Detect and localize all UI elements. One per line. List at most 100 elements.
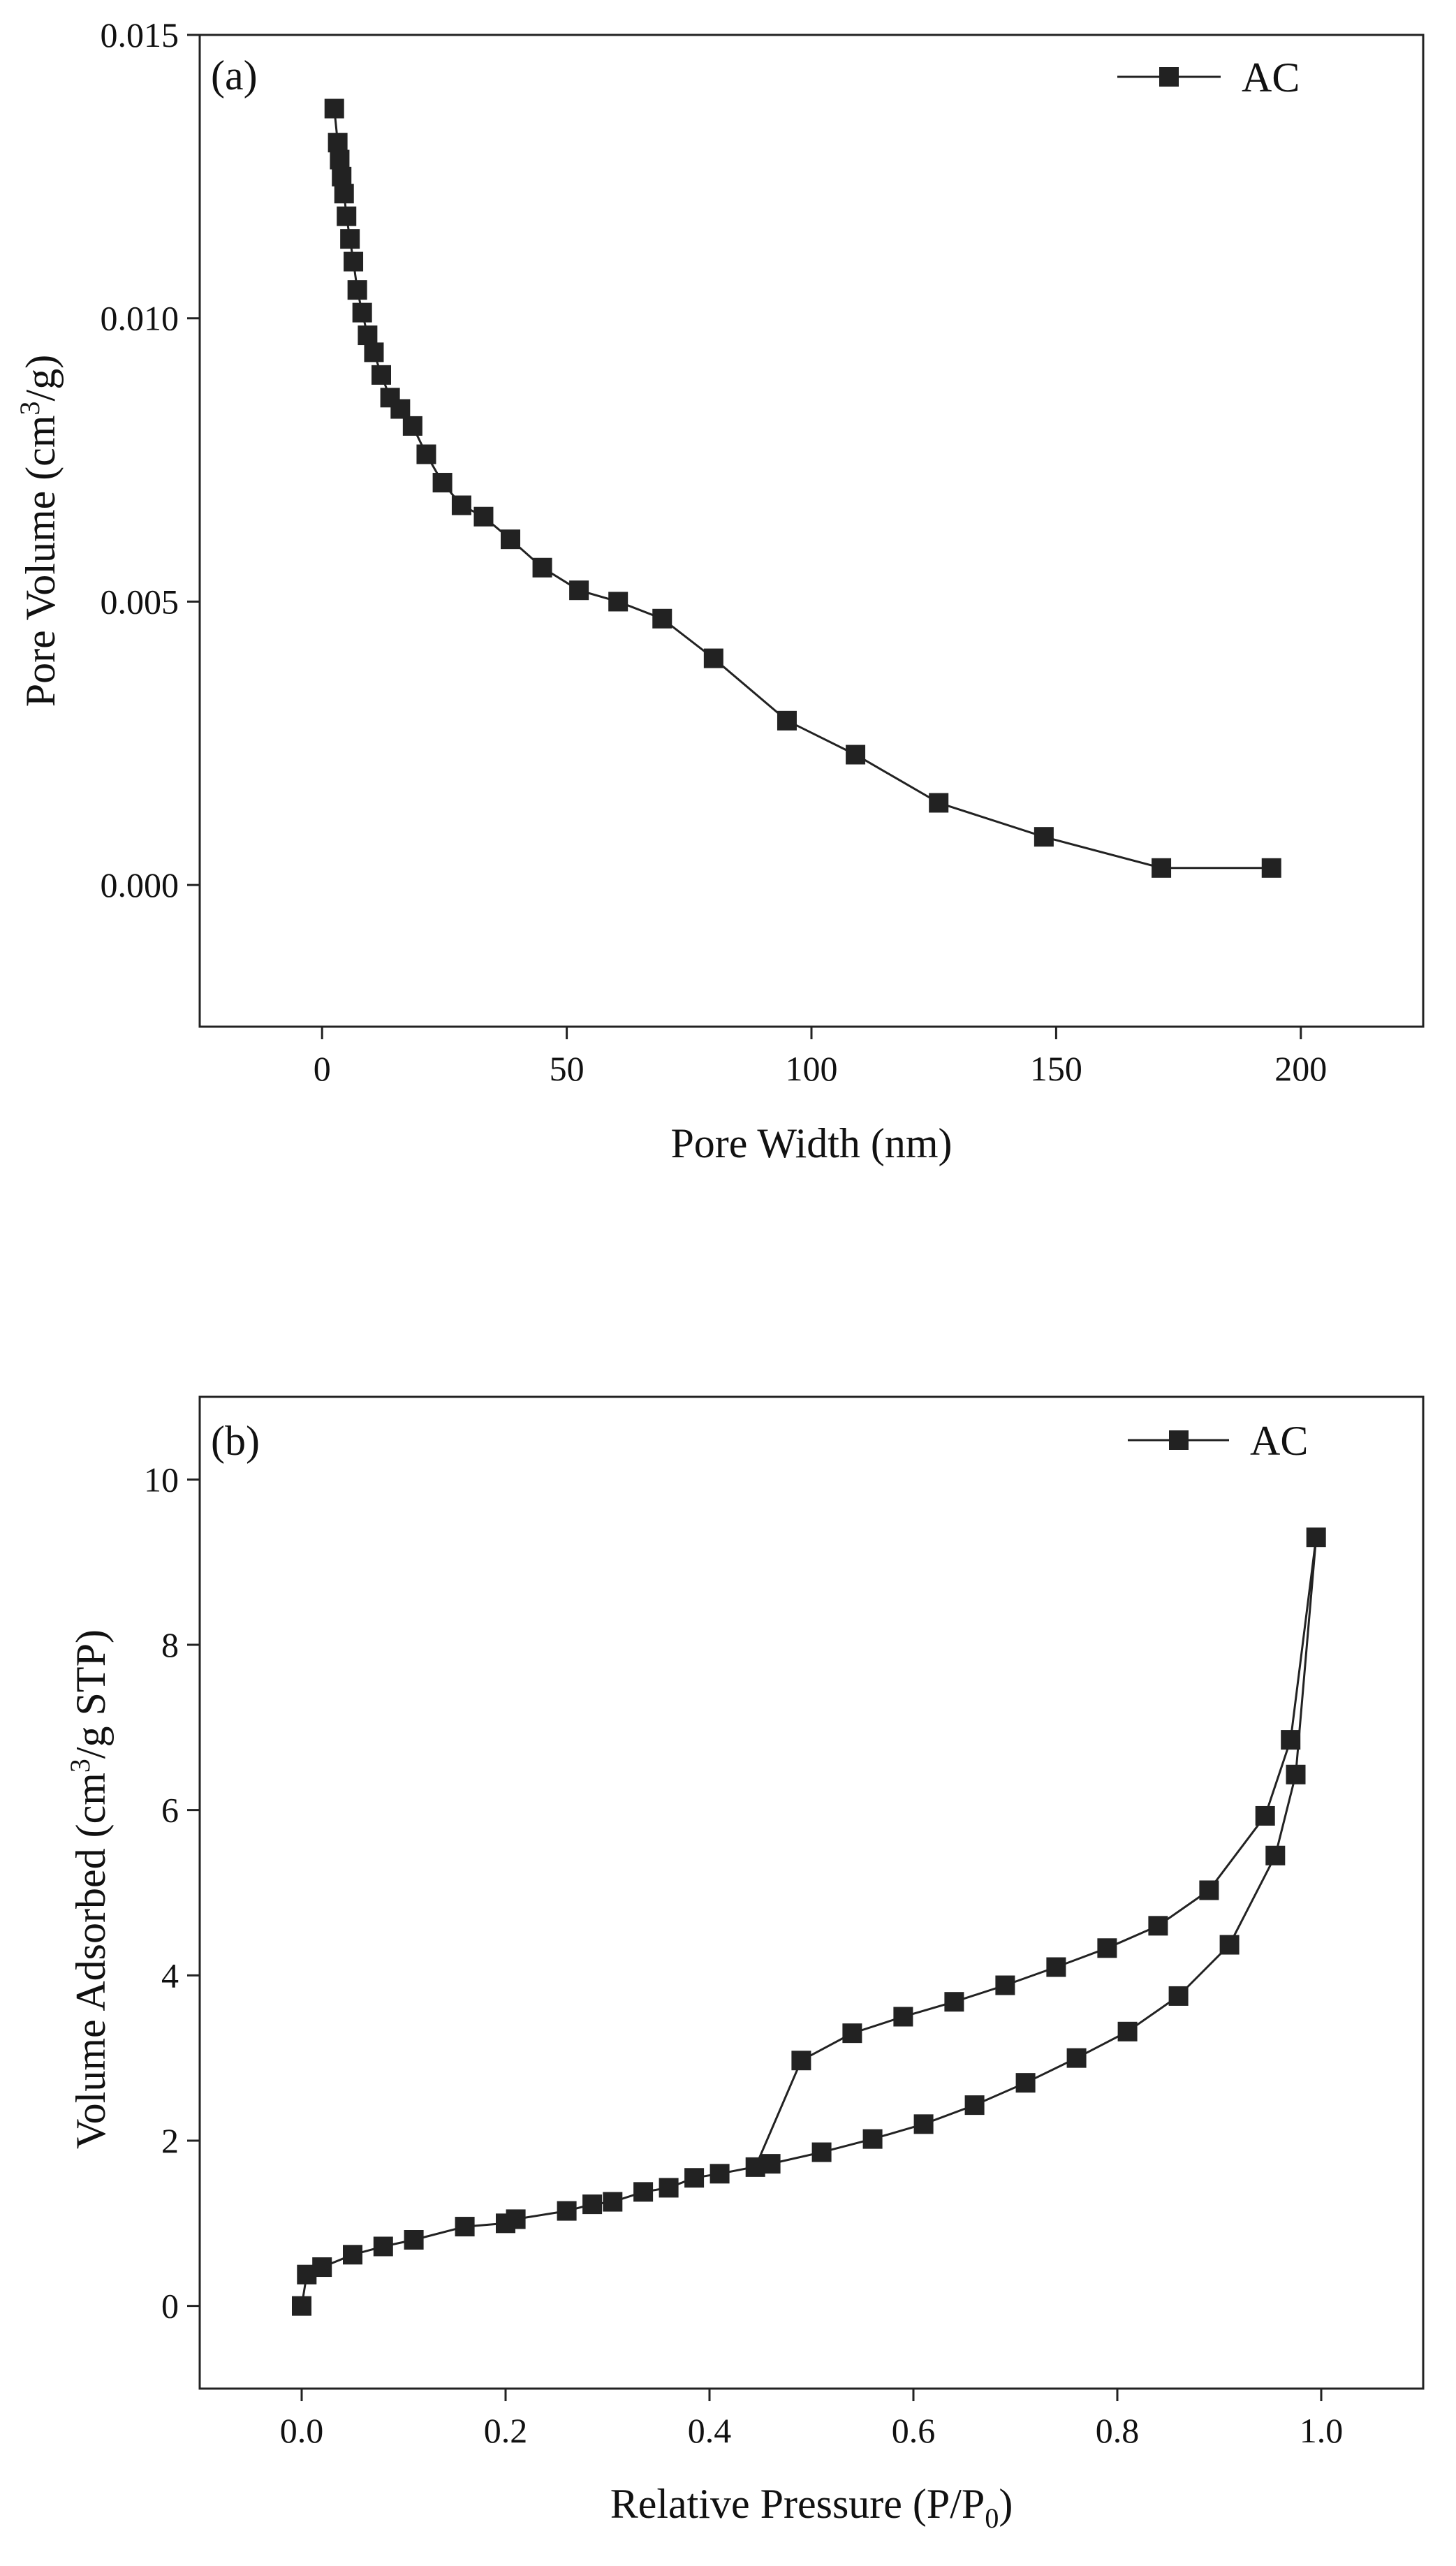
data-point [473, 506, 494, 527]
data-point [1168, 1986, 1189, 2006]
data-point [608, 592, 628, 612]
x-tick-label: 0 [314, 1049, 331, 1088]
data-point [777, 710, 797, 731]
data-point [1148, 1916, 1168, 1936]
data-point [506, 2209, 526, 2229]
x-tick-label: 0.2 [484, 2411, 528, 2450]
data-point [343, 2245, 362, 2265]
data-point [791, 2051, 811, 2071]
data-point [324, 98, 344, 119]
data-point [404, 2230, 424, 2250]
data-point [652, 608, 672, 629]
data-point [582, 2194, 603, 2215]
data-point [330, 149, 350, 170]
data-point [371, 365, 391, 385]
y-axis-title-superscript: 3 [14, 401, 45, 415]
data-point [569, 580, 589, 601]
data-point [501, 529, 521, 550]
y-axis-title-superscript: 3 [64, 1759, 96, 1773]
x-tick-label: 200 [1274, 1049, 1327, 1088]
x-axis-title-part: Relative Pressure (P/P [610, 2481, 985, 2527]
y-tick-label: 0.015 [101, 15, 179, 54]
y-axis-title-part: Pore Volume (cm [17, 415, 64, 707]
data-point [842, 2023, 862, 2044]
x-axis-ticks: 0.0 0.2 0.4 0.6 0.8 1.0 [280, 2389, 1344, 2450]
x-axis-ticks: 0 50 100 150 200 [314, 1027, 1327, 1088]
y-tick-label: 0.000 [101, 865, 179, 904]
data-point [709, 2164, 730, 2184]
data-point [532, 557, 552, 578]
data-point [913, 2114, 934, 2134]
data-point [557, 2201, 577, 2221]
data-point [352, 302, 372, 323]
data-point [1152, 858, 1172, 878]
data-point [432, 473, 453, 493]
plot-frame [198, 1395, 1425, 2390]
data-point [340, 229, 360, 249]
y-tick-label: 2 [161, 2121, 179, 2160]
data-point [603, 2192, 623, 2212]
data-point [1199, 1880, 1219, 1900]
y-axis-title-part: Volume Adsorbed (cm [68, 1773, 114, 2149]
y-tick-label: 6 [161, 1791, 179, 1830]
data-point [344, 251, 364, 272]
y-tick-label: 8 [161, 1625, 179, 1664]
data-point [1255, 1805, 1275, 1826]
data-point [1219, 1935, 1240, 1955]
data-point [964, 2095, 985, 2116]
data-point [373, 2236, 393, 2257]
x-tick-label: 150 [1030, 1049, 1082, 1088]
data-point [1261, 858, 1281, 878]
data-point [455, 2217, 475, 2237]
panel-a-pore-volume-chart: (a) 0 50 100 150 200 0.000 0.005 0.010 0.015 AC… [14, 15, 1425, 1166]
y-tick-label: 0.010 [101, 299, 179, 338]
data-point [416, 444, 436, 464]
legend-label-ac: AC [1242, 54, 1300, 101]
y-axis-title-part: /g) [17, 355, 64, 402]
data-point [332, 166, 352, 186]
legend-label-ac: AC [1250, 1418, 1308, 1464]
panel-label: (a) [211, 52, 258, 98]
x-axis-title: Pore Width (nm) [670, 1120, 952, 1166]
y-axis-title-part: /g STP) [68, 1629, 114, 1759]
y-tick-label: 10 [144, 1460, 179, 1499]
y-tick-label: 4 [161, 1956, 179, 1995]
data-point [1117, 2021, 1138, 2041]
data-point [1286, 1764, 1306, 1784]
series-ac [324, 98, 1281, 878]
series-line [333, 108, 1272, 870]
data-point [633, 2182, 654, 2202]
x-tick-label: 50 [550, 1049, 584, 1088]
legend-marker [1159, 67, 1179, 87]
x-tick-label: 100 [786, 1049, 838, 1088]
data-point [402, 416, 422, 436]
data-point [659, 2178, 679, 2198]
data-point [1265, 1845, 1286, 1865]
x-tick-label: 0.8 [1096, 2411, 1140, 2450]
data-point [684, 2168, 705, 2188]
data-point [1281, 1730, 1301, 1750]
data-point [1034, 827, 1054, 847]
data-point [893, 2007, 913, 2027]
y-tick-label: 0 [161, 2287, 179, 2326]
plot-frame [198, 34, 1425, 1028]
data-point [811, 2142, 832, 2162]
y-axis-ticks: 0.000 0.005 0.010 0.015 [101, 15, 200, 904]
legend: AC [1117, 54, 1300, 101]
y-axis-title: Pore Volume (cm3/g) [14, 355, 64, 707]
x-tick-label: 0.0 [280, 2411, 324, 2450]
data-point [364, 342, 384, 362]
data-point [944, 1992, 964, 2012]
panel-b-isotherm-chart: (b) 0.0 0.2 0.4 0.6 0.8 1.0 0 2 4 6 8 10 AC Relati… [64, 1395, 1425, 2534]
data-point [334, 184, 354, 204]
data-point [451, 495, 471, 515]
x-axis-title: Relative Pressure (P/P0) [610, 2481, 1013, 2534]
data-point [703, 648, 723, 668]
data-point [1046, 1957, 1066, 1977]
y-axis-title: Volume Adsorbed (cm3/g STP) [64, 1629, 114, 2149]
y-tick-label: 0.005 [101, 582, 179, 621]
x-tick-label: 1.0 [1300, 2411, 1344, 2450]
data-point [312, 2257, 332, 2278]
series-ac [292, 1527, 1326, 2316]
data-point [1066, 2048, 1087, 2068]
